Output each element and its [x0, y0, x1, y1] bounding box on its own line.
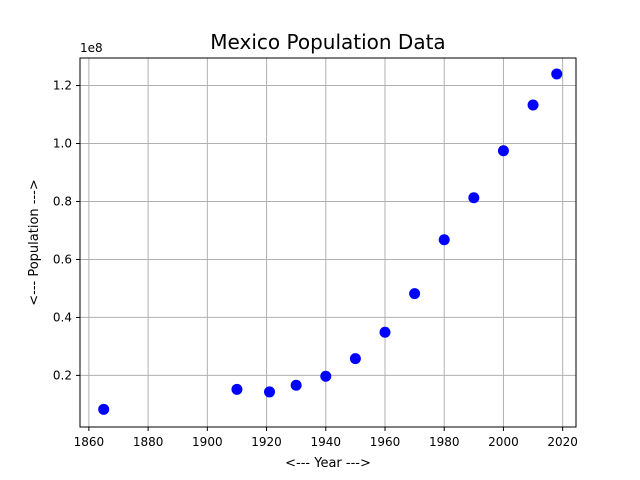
data-point	[290, 379, 302, 391]
x-axis-ticks: 1860 1880 1900 1920 1940 1960 1980 2000 2020	[74, 427, 578, 449]
y-tick-label: 0.4	[53, 310, 72, 324]
data-point	[320, 370, 332, 382]
data-point	[468, 192, 480, 204]
x-tick-label: 1960	[370, 435, 401, 449]
x-tick-label: 1880	[133, 435, 164, 449]
y-tick-label: 1.0	[53, 137, 72, 151]
data-point	[497, 145, 509, 157]
x-tick-label: 1920	[251, 435, 282, 449]
y-tick-label: 0.6	[53, 252, 72, 266]
data-point	[379, 326, 391, 338]
plot-frame	[79, 57, 577, 428]
data-point	[527, 99, 539, 111]
data-point	[409, 288, 421, 300]
data-points	[98, 68, 563, 415]
data-point	[231, 383, 243, 395]
data-point	[349, 353, 361, 365]
y-axis-label: <--- Population --->	[27, 179, 42, 306]
x-tick-label: 1900	[192, 435, 223, 449]
grid	[80, 58, 576, 427]
y-offset-label: 1e8	[80, 41, 103, 55]
y-tick-label: 0.8	[53, 194, 72, 208]
x-tick-label: 2020	[547, 435, 578, 449]
y-tick-label: 0.2	[53, 368, 72, 382]
y-axis-ticks: 0.2 0.4 0.6 0.8 1.0 1.2	[53, 79, 80, 382]
x-tick-label: 1860	[74, 435, 105, 449]
x-axis-label: <--- Year --->	[285, 456, 371, 471]
data-point	[98, 403, 110, 415]
x-tick-label: 1940	[311, 435, 342, 449]
y-tick-label: 1.2	[53, 79, 72, 93]
x-tick-label: 2000	[488, 435, 519, 449]
data-point	[264, 386, 276, 398]
x-tick-label: 1980	[429, 435, 460, 449]
data-point	[551, 68, 563, 80]
data-point	[438, 234, 450, 246]
chart-title: Mexico Population Data	[210, 30, 445, 54]
